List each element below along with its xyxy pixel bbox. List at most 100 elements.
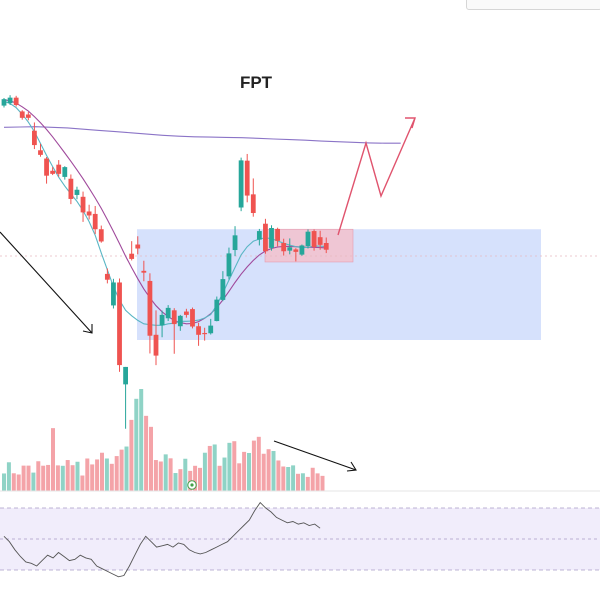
volume-trend-arrow bbox=[273, 440, 357, 471]
candle-body bbox=[171, 310, 177, 325]
candle-body bbox=[226, 253, 232, 277]
volume-bar bbox=[320, 475, 325, 491]
candle-body bbox=[220, 279, 226, 300]
candle-body bbox=[232, 235, 238, 251]
volume-bar bbox=[286, 467, 291, 491]
volume-bar bbox=[198, 467, 202, 491]
volume-bar bbox=[124, 446, 129, 491]
candle-body bbox=[184, 311, 189, 315]
volume-bar bbox=[55, 465, 60, 491]
volume-bar bbox=[100, 452, 104, 491]
downtrend-arrow bbox=[0, 231, 93, 334]
candle-body bbox=[305, 231, 311, 247]
volume-bar bbox=[315, 473, 320, 491]
candle-body bbox=[214, 299, 220, 322]
candle-body bbox=[317, 237, 323, 245]
candle-body bbox=[287, 247, 293, 251]
candle-body bbox=[323, 242, 329, 250]
candle-body bbox=[104, 273, 110, 280]
volume-bar bbox=[202, 452, 207, 491]
candle-body bbox=[238, 160, 244, 208]
candle-body bbox=[177, 315, 183, 327]
candle-body bbox=[190, 309, 195, 327]
volume-bar bbox=[75, 461, 80, 491]
volume-bar bbox=[242, 451, 247, 491]
candle-body bbox=[80, 196, 86, 213]
volume-bar bbox=[193, 465, 198, 491]
volume-bar bbox=[261, 453, 266, 491]
candle-body bbox=[56, 164, 62, 174]
volume-bar bbox=[41, 465, 46, 491]
volume-bar bbox=[168, 458, 173, 491]
candle-body bbox=[281, 242, 287, 252]
volume-bar bbox=[60, 465, 65, 491]
candle-body bbox=[256, 231, 262, 240]
volume-bar bbox=[139, 389, 144, 491]
volume-bar bbox=[173, 473, 178, 491]
volume-bar bbox=[31, 472, 36, 491]
volume-bar bbox=[222, 457, 227, 491]
volume-bar bbox=[119, 449, 124, 491]
volume-bar bbox=[85, 458, 90, 491]
volume-bar bbox=[232, 441, 237, 491]
candle-body bbox=[44, 158, 49, 176]
candle-body bbox=[135, 244, 141, 249]
volume-bar bbox=[95, 459, 100, 491]
candle-body bbox=[208, 325, 214, 334]
chart-title: FPT bbox=[240, 73, 273, 92]
volume-bar bbox=[6, 462, 11, 491]
candle-body bbox=[250, 194, 256, 214]
candle-body bbox=[299, 245, 305, 255]
volume-bar bbox=[11, 473, 16, 491]
ma-long-line bbox=[3, 126, 401, 144]
volume-bar bbox=[21, 465, 26, 491]
volume-bar bbox=[217, 465, 222, 491]
candle-body bbox=[62, 167, 68, 177]
candle-body bbox=[196, 326, 201, 335]
candle-body bbox=[129, 253, 135, 259]
volume-bar bbox=[134, 398, 139, 491]
projection-path bbox=[337, 117, 416, 236]
volume-bar bbox=[237, 463, 242, 491]
drawing-toolbar[interactable] bbox=[466, 0, 600, 10]
downtrend-arrowhead bbox=[82, 324, 93, 334]
candle-body bbox=[25, 114, 31, 118]
volume-bar bbox=[305, 476, 310, 491]
candle-body bbox=[50, 170, 56, 174]
candle-body bbox=[165, 307, 171, 319]
volume-bar bbox=[46, 464, 51, 491]
event-marker-dot bbox=[190, 483, 194, 487]
volume-bar bbox=[129, 419, 134, 491]
candle-body bbox=[275, 228, 280, 241]
volume-bar bbox=[65, 460, 70, 491]
volume-bar bbox=[281, 466, 286, 491]
volume-bar bbox=[70, 465, 75, 491]
candle-body bbox=[19, 111, 25, 118]
candle-body bbox=[86, 211, 92, 216]
volume-bar bbox=[26, 465, 31, 491]
volume-bar bbox=[51, 428, 55, 491]
volume-bar bbox=[266, 449, 271, 491]
candle-body bbox=[74, 189, 80, 195]
volume-bar bbox=[144, 415, 149, 491]
candle-body bbox=[202, 332, 208, 335]
volume-bar bbox=[158, 461, 163, 491]
volume-bar bbox=[104, 458, 109, 491]
candle-body bbox=[153, 334, 159, 356]
volume-bar bbox=[114, 456, 119, 491]
volume-bar bbox=[271, 451, 276, 491]
volume-bar bbox=[80, 475, 85, 491]
volume-bar bbox=[291, 465, 296, 491]
candle-body bbox=[263, 223, 268, 252]
volume-bar bbox=[256, 436, 261, 491]
candle-body bbox=[32, 130, 37, 146]
volume-bar bbox=[163, 454, 168, 491]
candle-body bbox=[117, 282, 122, 366]
candle-body bbox=[98, 229, 104, 242]
candle-body bbox=[141, 270, 147, 273]
volume-bar bbox=[300, 473, 305, 491]
volume-bar bbox=[296, 473, 300, 491]
candle-body bbox=[311, 231, 317, 247]
candle-body bbox=[1, 99, 7, 106]
